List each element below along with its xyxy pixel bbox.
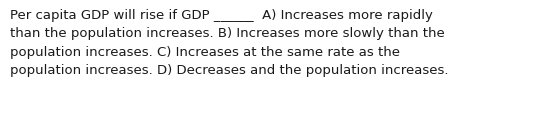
Text: Per capita GDP will rise if GDP ______  A) Increases more rapidly
than the popul: Per capita GDP will rise if GDP ______ A…	[10, 9, 449, 77]
